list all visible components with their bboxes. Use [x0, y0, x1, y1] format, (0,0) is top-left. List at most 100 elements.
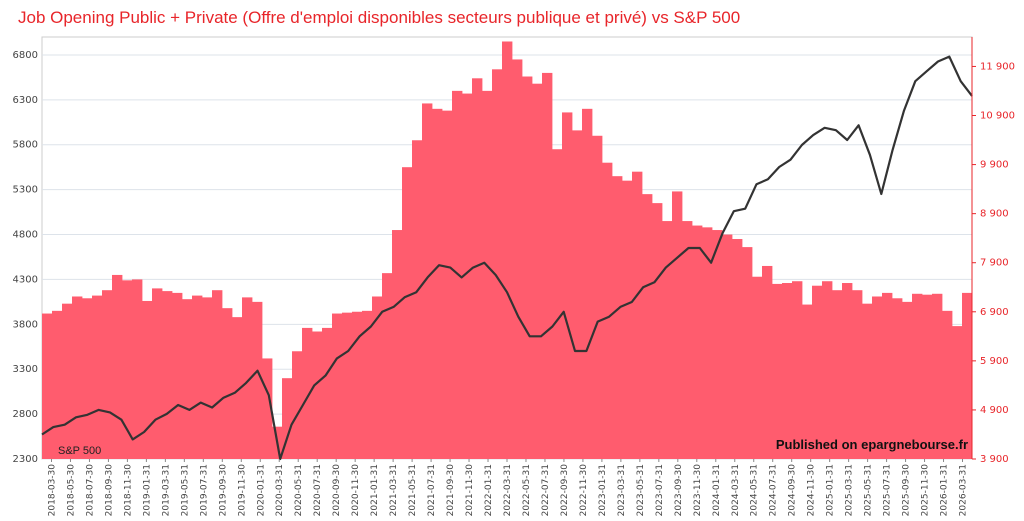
job-openings-bar	[782, 283, 793, 459]
x-tick-label: 2019-07-31	[199, 464, 209, 516]
job-openings-bar	[892, 298, 903, 459]
job-openings-bar	[342, 312, 353, 459]
job-openings-bar	[72, 296, 83, 459]
job-openings-bar	[192, 295, 203, 459]
left-tick-label: 5800	[13, 140, 38, 151]
x-tick-label: 2020-01-31	[256, 464, 266, 516]
x-tick-label: 2018-07-30	[85, 464, 95, 517]
x-tick-label: 2022-09-30	[560, 464, 570, 517]
job-openings-bar	[962, 292, 973, 459]
left-tick-label: 6300	[13, 95, 38, 106]
job-openings-bar	[472, 78, 483, 460]
job-openings-bar	[942, 310, 953, 459]
job-openings-bar	[222, 308, 233, 459]
x-tick-label: 2025-01-31	[826, 464, 836, 516]
x-tick-label: 2023-11-30	[693, 464, 703, 517]
x-tick-label: 2025-11-30	[921, 464, 931, 517]
job-openings-bar	[722, 234, 733, 459]
job-openings-bar	[422, 103, 433, 459]
x-tick-label: 2026-03-31	[959, 464, 969, 516]
x-tick-label: 2026-01-31	[940, 464, 950, 516]
x-tick-label: 2023-07-31	[655, 464, 665, 516]
job-openings-bar	[152, 288, 163, 459]
job-openings-bar	[122, 280, 133, 459]
job-openings-bar	[632, 171, 643, 459]
job-openings-bar	[212, 290, 223, 459]
left-tick-label: 5300	[13, 185, 38, 196]
job-openings-bar	[352, 311, 363, 459]
x-tick-label: 2018-09-30	[104, 464, 114, 517]
right-tick-label: 11 900	[980, 61, 1015, 72]
job-openings-bar	[332, 313, 343, 459]
x-tick-label: 2023-05-31	[636, 464, 646, 516]
job-openings-bar	[902, 301, 913, 459]
job-openings-bar	[812, 285, 823, 459]
job-openings-bar	[162, 291, 173, 459]
job-openings-bar	[572, 130, 583, 459]
x-tick-label: 2021-09-30	[446, 464, 456, 517]
job-openings-bar	[652, 203, 663, 459]
job-openings-bar	[562, 112, 573, 460]
job-openings-bar	[252, 301, 263, 459]
job-openings-bar	[852, 290, 863, 459]
x-tick-label: 2022-11-30	[579, 464, 589, 517]
job-openings-bar	[742, 247, 753, 459]
job-openings-bar	[732, 239, 743, 459]
x-tick-label: 2021-05-31	[408, 464, 418, 516]
x-tick-label: 2025-03-31	[845, 464, 855, 516]
credit-text: Published on epargnebourse.fr	[776, 437, 968, 452]
left-tick-label: 3300	[13, 364, 38, 375]
job-openings-bar	[362, 310, 373, 459]
job-openings-bar	[292, 351, 303, 459]
left-tick-label: 4800	[13, 230, 38, 241]
x-tick-label: 2024-09-30	[788, 464, 798, 517]
job-openings-bar	[622, 180, 633, 459]
x-tick-label: 2025-05-31	[864, 464, 874, 516]
x-tick-label: 2024-11-30	[807, 464, 817, 517]
job-openings-bar	[532, 83, 543, 459]
x-tick-label: 2025-07-31	[883, 464, 893, 516]
left-tick-label: 6800	[13, 50, 38, 61]
x-tick-label: 2018-03-30	[48, 464, 58, 517]
right-axis-ticks: 3 900 4 900 5 900 6 900 7 900 8 900 9 900 10 90…	[972, 61, 1015, 465]
job-openings-bar	[662, 221, 673, 459]
job-openings-bar	[42, 313, 53, 459]
job-openings-bar	[312, 331, 323, 459]
job-openings-bar	[542, 72, 553, 459]
job-openings-bar	[582, 108, 593, 459]
job-openings-bar	[392, 230, 403, 459]
x-tick-label: 2020-03-31	[275, 464, 285, 516]
job-openings-bar	[402, 167, 413, 459]
job-openings-bar	[322, 327, 333, 459]
job-openings-bar	[102, 290, 113, 459]
job-openings-bar	[792, 281, 803, 459]
right-tick-label: 3 900	[980, 454, 1009, 465]
x-tick-label: 2019-03-31	[161, 464, 171, 516]
x-tick-label: 2024-01-31	[712, 464, 722, 516]
job-openings-bar	[682, 221, 693, 459]
job-openings-bar	[202, 297, 213, 459]
x-tick-label: 2020-09-30	[332, 464, 342, 517]
job-openings-bar	[82, 298, 93, 459]
job-openings-bar	[752, 276, 763, 459]
job-openings-bars	[42, 41, 973, 460]
job-openings-bar	[92, 295, 103, 459]
series-label-sp500: S&P 500	[58, 445, 101, 457]
right-tick-label: 10 900	[980, 111, 1015, 122]
job-openings-bar	[492, 69, 503, 459]
job-openings-bar	[602, 162, 613, 459]
job-openings-bar	[842, 283, 853, 459]
job-openings-bar	[552, 149, 563, 460]
chart-title: Job Opening Public + Private (Offre d'em…	[18, 8, 741, 27]
job-openings-bar	[62, 303, 73, 459]
job-openings-bar	[672, 191, 683, 459]
job-openings-bar	[522, 76, 533, 459]
job-openings-bar	[132, 279, 143, 459]
left-axis-ticks: 2300 2800 3300 3800 4300 4800 5300 5800 6300 6800	[13, 50, 38, 465]
x-axis-ticks: 2018-03-30 2018-05-30 2018-07-30 2018-09-30…	[48, 459, 969, 516]
x-tick-label: 2021-01-31	[370, 464, 380, 516]
job-openings-bar	[872, 296, 883, 459]
x-tick-label: 2019-05-31	[180, 464, 190, 516]
job-openings-bar	[502, 41, 513, 460]
x-tick-label: 2023-01-31	[598, 464, 608, 516]
